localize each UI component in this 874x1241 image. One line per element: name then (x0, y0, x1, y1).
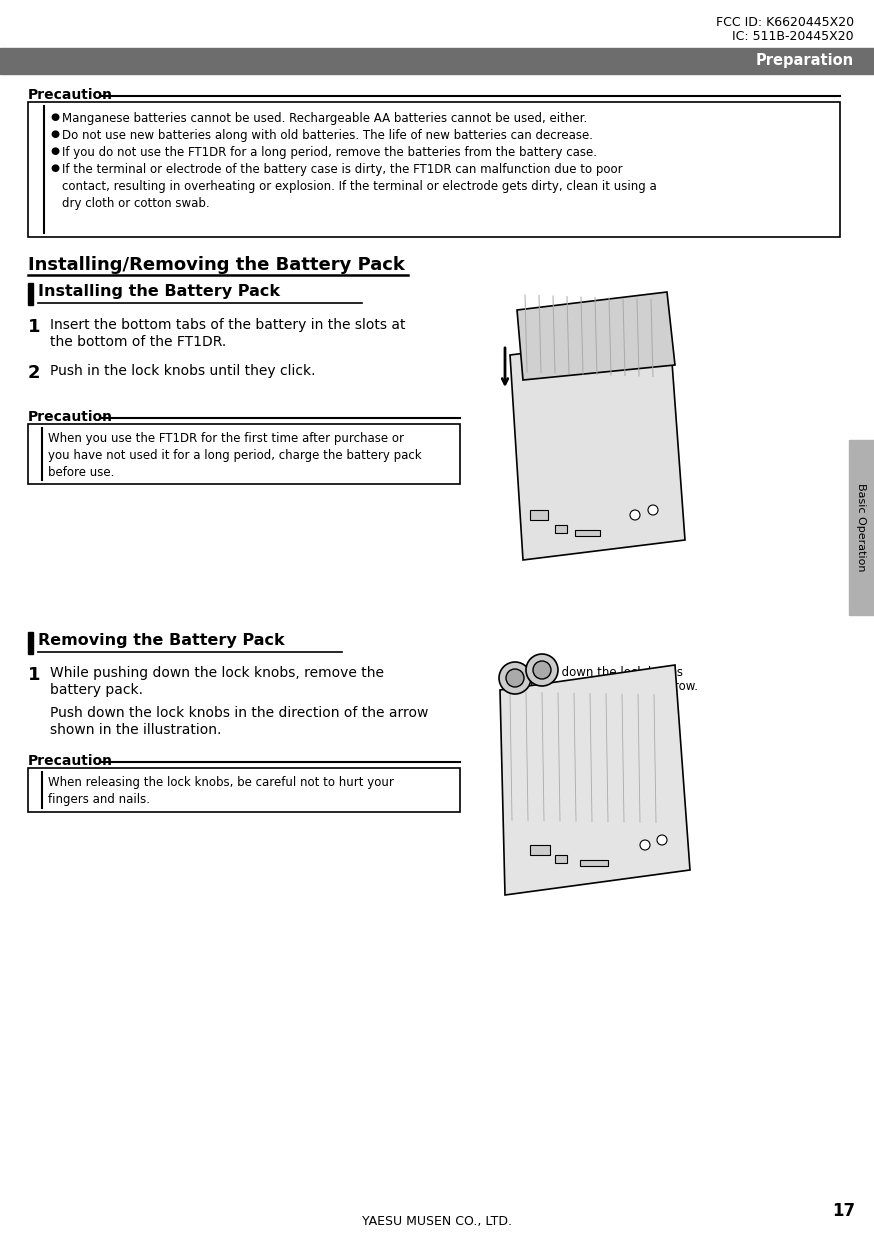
Text: Manganese batteries cannot be used. Rechargeable AA batteries cannot be used, ei: Manganese batteries cannot be used. Rech… (62, 112, 587, 125)
Bar (555, 855, 567, 862)
Text: ●: ● (50, 112, 59, 122)
Text: Push in the lock knobs until they click.: Push in the lock knobs until they click. (50, 364, 316, 379)
Text: 1: 1 (28, 666, 40, 684)
Text: ●: ● (50, 129, 59, 139)
Polygon shape (517, 292, 675, 380)
Text: Precaution: Precaution (28, 88, 113, 102)
Text: in the direction of the arrow.: in the direction of the arrow. (530, 680, 698, 692)
Bar (0, 48, 874, 74)
Text: Precaution: Precaution (28, 755, 113, 768)
Bar (580, 860, 608, 866)
Circle shape (506, 669, 524, 688)
Bar (555, 525, 567, 532)
Text: 2: 2 (28, 364, 40, 382)
Text: Installing/Removing the Battery Pack: Installing/Removing the Battery Pack (28, 256, 405, 274)
Text: contact, resulting in overheating or explosion. If the terminal or electrode get: contact, resulting in overheating or exp… (62, 180, 656, 194)
Text: Installing the Battery Pack: Installing the Battery Pack (38, 284, 280, 299)
Text: ●: ● (50, 163, 59, 172)
Text: Push down the lock knobs: Push down the lock knobs (530, 666, 683, 679)
Bar (28, 283, 33, 305)
Text: battery pack.: battery pack. (50, 683, 143, 697)
Text: Lock knobs: Lock knobs (528, 318, 593, 331)
Bar (28, 424, 460, 484)
Text: Removing the Battery Pack: Removing the Battery Pack (38, 633, 285, 648)
Text: Push down the lock knobs in the direction of the arrow: Push down the lock knobs in the directio… (50, 706, 428, 720)
Text: While pushing down the lock knobs, remove the: While pushing down the lock knobs, remov… (50, 666, 384, 680)
Text: shown in the illustration.: shown in the illustration. (50, 724, 221, 737)
Polygon shape (500, 665, 690, 895)
Text: Do not use new batteries along with old batteries. The life of new batteries can: Do not use new batteries along with old … (62, 129, 593, 141)
Text: Precaution: Precaution (28, 410, 113, 424)
Text: 1: 1 (28, 318, 40, 336)
Text: dry cloth or cotton swab.: dry cloth or cotton swab. (62, 197, 210, 210)
Text: before use.: before use. (48, 467, 114, 479)
Text: Preparation: Preparation (756, 53, 854, 68)
Text: IC: 511B-20445X20: IC: 511B-20445X20 (732, 30, 854, 43)
Circle shape (533, 661, 551, 679)
Circle shape (630, 510, 640, 520)
Circle shape (657, 835, 667, 845)
Bar (28, 768, 460, 812)
Text: If the terminal or electrode of the battery case is dirty, the FT1DR can malfunc: If the terminal or electrode of the batt… (62, 163, 622, 176)
Bar (849, 441, 874, 616)
Text: Basic Operation: Basic Operation (857, 483, 866, 571)
Text: the bottom of the FT1DR.: the bottom of the FT1DR. (50, 335, 226, 349)
Bar (530, 510, 548, 520)
Bar (28, 632, 33, 654)
Text: 17: 17 (832, 1203, 855, 1220)
Text: YAESU MUSEN CO., LTD.: YAESU MUSEN CO., LTD. (362, 1215, 512, 1229)
Circle shape (526, 654, 558, 686)
Circle shape (640, 840, 650, 850)
Bar (575, 530, 600, 536)
Text: FCC ID: K6620445X20: FCC ID: K6620445X20 (716, 16, 854, 29)
Bar (28, 102, 840, 237)
Circle shape (648, 505, 658, 515)
Text: When releasing the lock knobs, be careful not to hurt your: When releasing the lock knobs, be carefu… (48, 776, 394, 789)
Text: Insert the bottom tabs of the battery in the slots at: Insert the bottom tabs of the battery in… (50, 318, 406, 333)
Text: When you use the FT1DR for the first time after purchase or: When you use the FT1DR for the first tim… (48, 432, 404, 446)
Polygon shape (510, 335, 685, 560)
Bar (530, 845, 550, 855)
Text: If you do not use the FT1DR for a long period, remove the batteries from the bat: If you do not use the FT1DR for a long p… (62, 146, 597, 159)
Text: ●: ● (50, 146, 59, 156)
Circle shape (499, 661, 531, 694)
Text: you have not used it for a long period, charge the battery pack: you have not used it for a long period, … (48, 449, 421, 462)
Text: fingers and nails.: fingers and nails. (48, 793, 150, 805)
